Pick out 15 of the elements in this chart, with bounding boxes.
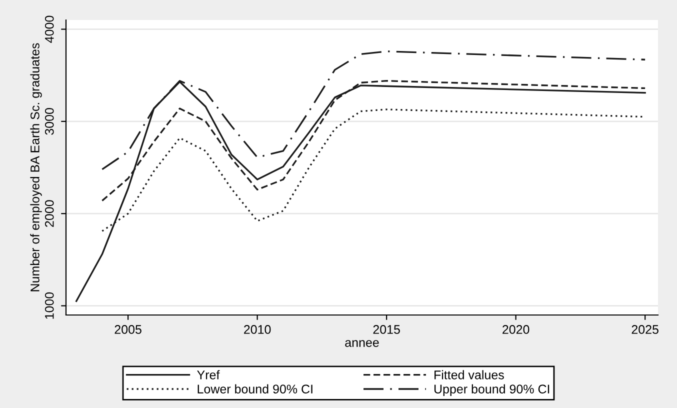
y-axis-title: Number of employed BA Earth Sc. graduates [30,43,42,292]
legend-label: Yref [197,370,220,380]
legend-label: Upper bound 90% CI [434,384,550,396]
x-tick-label: 2025 [632,325,658,334]
legend-label: Lower bound 90% CI [198,384,312,394]
y-tick-label: 1000 [44,292,54,319]
x-tick-label: 2015 [373,325,400,334]
legend-label: Fitted values [434,370,504,380]
x-tick-label: 2005 [114,325,142,334]
y-tick-label: 2000 [44,200,54,227]
y-tick-label: 4000 [44,16,54,43]
x-tick-label: 2020 [502,325,530,334]
x-tick-label: 2010 [244,325,271,334]
x-axis-title: annee [345,340,379,347]
y-tick-label: 3000 [44,108,54,135]
